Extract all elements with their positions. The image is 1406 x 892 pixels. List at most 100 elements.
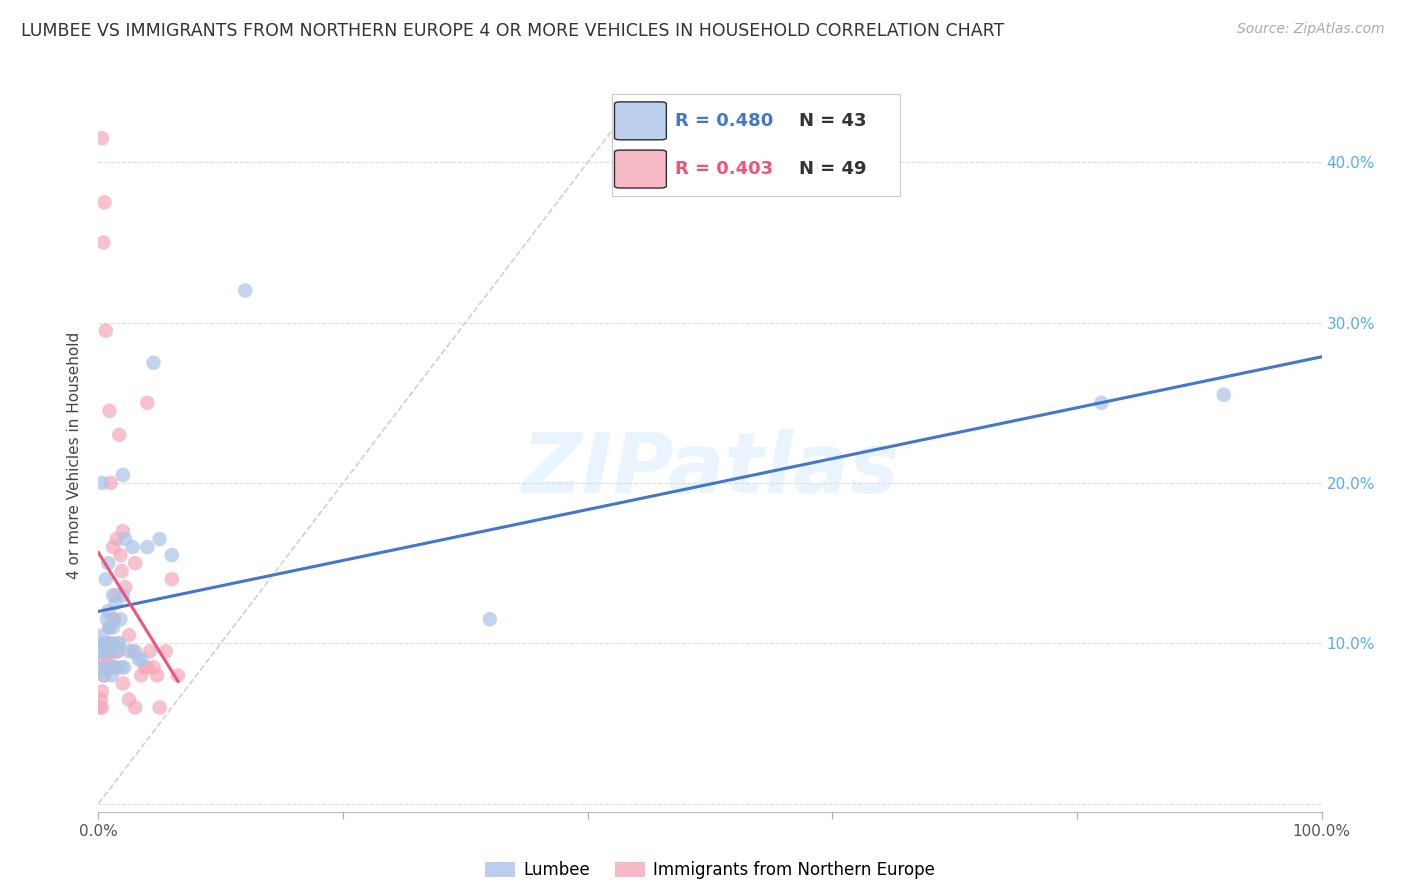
Point bbox=[103, 660, 125, 674]
Point bbox=[478, 612, 501, 626]
Point bbox=[97, 660, 120, 674]
Point bbox=[91, 684, 114, 698]
Point bbox=[149, 700, 172, 714]
Point bbox=[101, 636, 124, 650]
Point bbox=[129, 668, 152, 682]
Point bbox=[107, 644, 129, 658]
Point bbox=[128, 652, 150, 666]
Point bbox=[142, 660, 165, 674]
Point bbox=[167, 668, 190, 682]
Point bbox=[101, 588, 124, 602]
Point bbox=[146, 668, 169, 682]
Point bbox=[93, 195, 115, 210]
Point bbox=[160, 548, 183, 562]
Point bbox=[111, 660, 134, 674]
Point bbox=[101, 540, 124, 554]
Point bbox=[105, 660, 128, 674]
Point bbox=[91, 636, 114, 650]
Point bbox=[107, 636, 129, 650]
Point bbox=[111, 676, 134, 690]
Point bbox=[94, 644, 117, 658]
Point bbox=[89, 644, 111, 658]
Point bbox=[97, 652, 120, 666]
Point bbox=[105, 532, 128, 546]
Point bbox=[101, 620, 124, 634]
Point bbox=[98, 620, 121, 634]
Point bbox=[89, 700, 111, 714]
Point bbox=[101, 612, 124, 626]
Point bbox=[104, 596, 127, 610]
Point bbox=[134, 660, 156, 674]
Point bbox=[100, 644, 122, 658]
Point bbox=[98, 620, 121, 634]
Text: N = 49: N = 49 bbox=[799, 160, 866, 178]
Point bbox=[103, 612, 125, 626]
Point bbox=[136, 396, 159, 410]
Point bbox=[129, 652, 152, 666]
Text: LUMBEE VS IMMIGRANTS FROM NORTHERN EUROPE 4 OR MORE VEHICLES IN HOUSEHOLD CORREL: LUMBEE VS IMMIGRANTS FROM NORTHERN EUROP… bbox=[21, 22, 1004, 40]
Point bbox=[96, 612, 118, 626]
Point bbox=[160, 572, 183, 586]
Point bbox=[97, 556, 120, 570]
Point bbox=[97, 604, 120, 618]
Point bbox=[111, 467, 134, 482]
Point bbox=[91, 668, 114, 682]
Point bbox=[91, 235, 114, 250]
Point bbox=[100, 475, 122, 490]
FancyBboxPatch shape bbox=[614, 150, 666, 188]
Point bbox=[136, 660, 159, 674]
Point bbox=[110, 548, 132, 562]
Point bbox=[98, 404, 121, 418]
Legend: Lumbee, Immigrants from Northern Europe: Lumbee, Immigrants from Northern Europe bbox=[478, 855, 942, 886]
Point bbox=[94, 572, 117, 586]
Point bbox=[142, 356, 165, 370]
Point bbox=[139, 644, 162, 658]
Point bbox=[114, 580, 136, 594]
Point bbox=[101, 668, 124, 682]
Point bbox=[118, 628, 141, 642]
Point bbox=[124, 556, 146, 570]
Point bbox=[111, 588, 134, 602]
Point bbox=[90, 660, 112, 674]
Point bbox=[1212, 388, 1234, 402]
Point bbox=[94, 660, 117, 674]
Point bbox=[118, 644, 141, 658]
Point bbox=[96, 644, 118, 658]
Text: R = 0.403: R = 0.403 bbox=[675, 160, 773, 178]
Point bbox=[114, 532, 136, 546]
Point bbox=[91, 131, 114, 145]
Point bbox=[111, 524, 134, 538]
Point bbox=[100, 660, 122, 674]
Point bbox=[149, 532, 172, 546]
Point bbox=[233, 284, 256, 298]
Point bbox=[110, 612, 132, 626]
Text: R = 0.480: R = 0.480 bbox=[675, 112, 773, 130]
FancyBboxPatch shape bbox=[614, 102, 666, 140]
Point bbox=[96, 636, 118, 650]
Point bbox=[93, 668, 115, 682]
Point bbox=[121, 644, 143, 658]
Point bbox=[91, 628, 114, 642]
Point bbox=[118, 692, 141, 706]
Point bbox=[104, 588, 127, 602]
Point bbox=[124, 700, 146, 714]
Point bbox=[105, 644, 128, 658]
Text: N = 43: N = 43 bbox=[799, 112, 866, 130]
Point bbox=[100, 636, 122, 650]
Point bbox=[90, 692, 112, 706]
Point bbox=[111, 564, 134, 578]
Point bbox=[108, 636, 131, 650]
Point bbox=[136, 540, 159, 554]
Point bbox=[94, 324, 117, 338]
Point bbox=[155, 644, 177, 658]
Point bbox=[91, 652, 114, 666]
Y-axis label: 4 or more Vehicles in Household: 4 or more Vehicles in Household bbox=[67, 331, 83, 579]
Point bbox=[124, 644, 146, 658]
Point bbox=[1090, 396, 1112, 410]
Point bbox=[96, 644, 118, 658]
Point bbox=[93, 636, 115, 650]
Text: Source: ZipAtlas.com: Source: ZipAtlas.com bbox=[1237, 22, 1385, 37]
Text: ZIPatlas: ZIPatlas bbox=[522, 429, 898, 509]
Point bbox=[108, 428, 131, 442]
Point bbox=[121, 540, 143, 554]
